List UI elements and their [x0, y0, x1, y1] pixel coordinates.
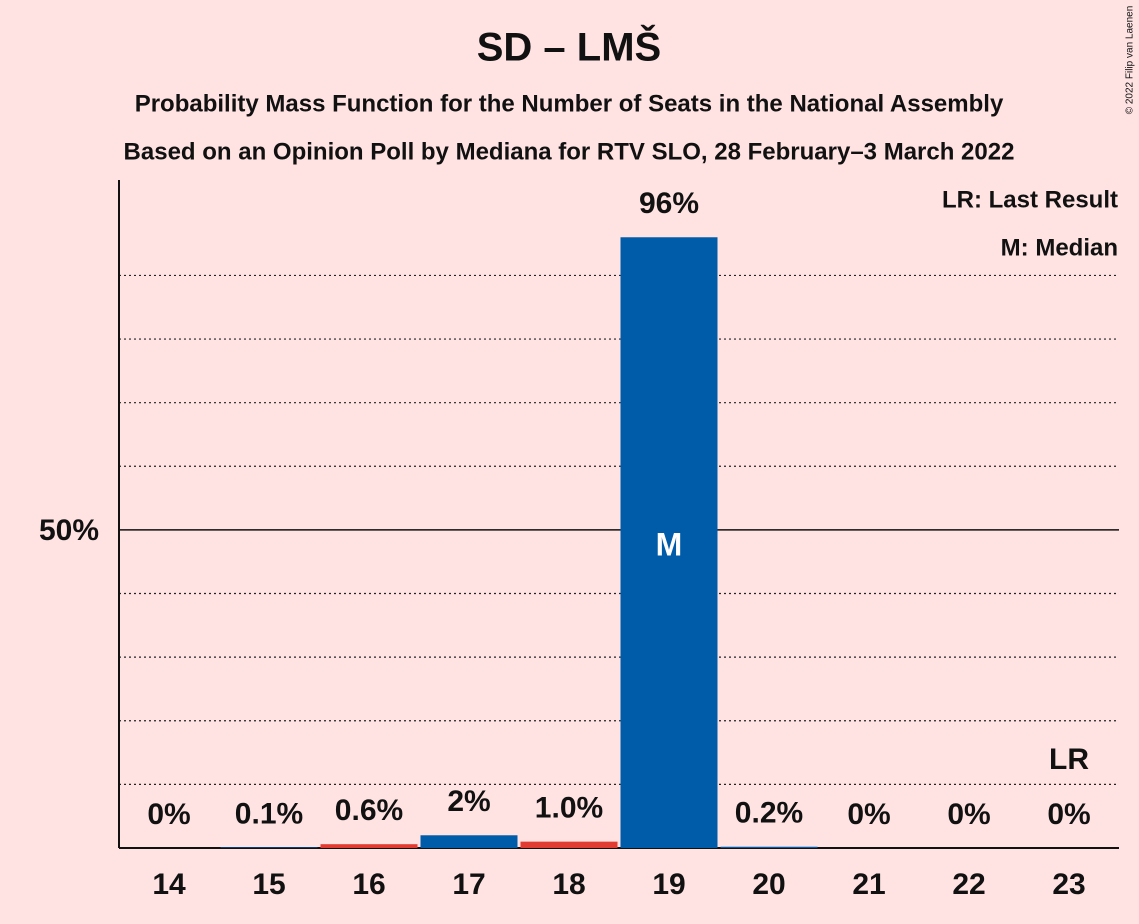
bar — [720, 846, 818, 848]
bar — [320, 844, 418, 848]
chart-subtitle: Probability Mass Function for the Number… — [135, 90, 1004, 117]
value-label: 0.2% — [735, 797, 803, 830]
copyright: © 2022 Filip van Laenen — [1125, 6, 1136, 115]
x-tick-label: 15 — [252, 868, 285, 901]
legend-entry: LR: Last Result — [942, 186, 1118, 213]
value-label: 0% — [147, 798, 190, 831]
x-tick-label: 19 — [652, 868, 685, 901]
x-tick-label: 14 — [152, 868, 186, 901]
x-tick-label: 22 — [952, 868, 985, 901]
x-tick-label: 21 — [852, 868, 885, 901]
chart-title: SD – LMŠ — [477, 24, 661, 70]
x-tick-label: 20 — [752, 868, 785, 901]
x-tick-label: 23 — [1052, 868, 1085, 901]
bar — [420, 835, 518, 848]
value-label: 2% — [447, 785, 490, 818]
last-result-marker: LR — [1049, 743, 1089, 776]
value-label: 0% — [847, 798, 890, 831]
value-label: 1.0% — [535, 792, 603, 825]
value-label: 0% — [947, 798, 990, 831]
value-label: 0.6% — [335, 794, 403, 827]
median-marker: M — [656, 526, 683, 562]
x-tick-label: 17 — [452, 868, 485, 901]
x-tick-label: 16 — [352, 868, 385, 901]
y-tick-label: 50% — [39, 514, 99, 547]
value-label: 0.1% — [235, 797, 303, 830]
value-label: 0% — [1047, 798, 1090, 831]
x-tick-label: 18 — [552, 868, 585, 901]
chart-subtitle: Based on an Opinion Poll by Mediana for … — [124, 138, 1015, 165]
bar — [620, 237, 718, 848]
bar — [220, 847, 318, 848]
legend-entry: M: Median — [1001, 234, 1118, 261]
value-label: 96% — [639, 187, 699, 220]
bar — [520, 841, 618, 848]
